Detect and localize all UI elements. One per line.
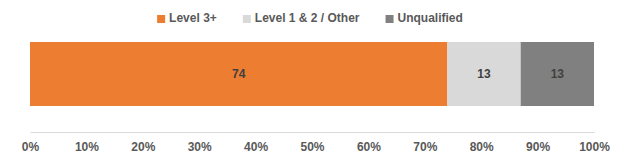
x-tick-label: 90%	[526, 140, 550, 154]
x-tick-label: 80%	[470, 140, 494, 154]
x-tick-label: 10%	[75, 140, 99, 154]
x-tick: 20%	[131, 132, 155, 154]
x-tick-label: 30%	[188, 140, 212, 154]
data-label: 13	[477, 67, 491, 81]
legend: Level 3+ Level 1 & 2 / Other Unqualified	[157, 11, 463, 25]
legend-swatch	[157, 15, 165, 23]
x-tick: 80%	[470, 132, 494, 154]
x-tick: 100%	[579, 132, 610, 154]
data-label: 74	[232, 67, 246, 81]
data-labels: 74 13 13	[232, 67, 564, 81]
x-axis: 0% 10% 20% 30% 40% 50% 60% 70% 80% 90% 100%	[22, 132, 610, 154]
x-tick-label: 40%	[244, 140, 268, 154]
legend-item: Unqualified	[386, 11, 463, 25]
legend-label: Level 3+	[169, 11, 217, 25]
legend-label: Level 1 & 2 / Other	[255, 11, 360, 25]
chart: 0% 10% 20% 30% 40% 50% 60% 70% 80% 90% 100% 74 13 13 L…	[0, 0, 620, 166]
x-tick-label: 60%	[357, 140, 381, 154]
bars	[30, 42, 594, 106]
x-axis-line	[31, 132, 595, 133]
x-tick: 70%	[413, 132, 437, 154]
x-tick: 50%	[300, 132, 324, 154]
x-tick-label: 100%	[579, 140, 610, 154]
data-label: 13	[551, 67, 565, 81]
x-tick: 0%	[22, 132, 40, 154]
bar-segment	[30, 42, 447, 106]
x-tick: 90%	[526, 132, 550, 154]
legend-item: Level 3+	[157, 11, 217, 25]
x-tick-label: 20%	[131, 140, 155, 154]
x-tick: 40%	[244, 132, 268, 154]
x-tick-label: 70%	[413, 140, 437, 154]
legend-label: Unqualified	[398, 11, 463, 25]
bar-segment	[521, 42, 594, 106]
legend-swatch	[243, 15, 251, 23]
legend-item: Level 1 & 2 / Other	[243, 11, 360, 25]
legend-swatch	[386, 15, 394, 23]
bar-segment	[447, 42, 520, 106]
x-tick: 30%	[188, 132, 212, 154]
x-tick-label: 50%	[300, 140, 324, 154]
x-tick: 10%	[75, 132, 99, 154]
x-tick: 60%	[357, 132, 381, 154]
x-tick-label: 0%	[22, 140, 40, 154]
